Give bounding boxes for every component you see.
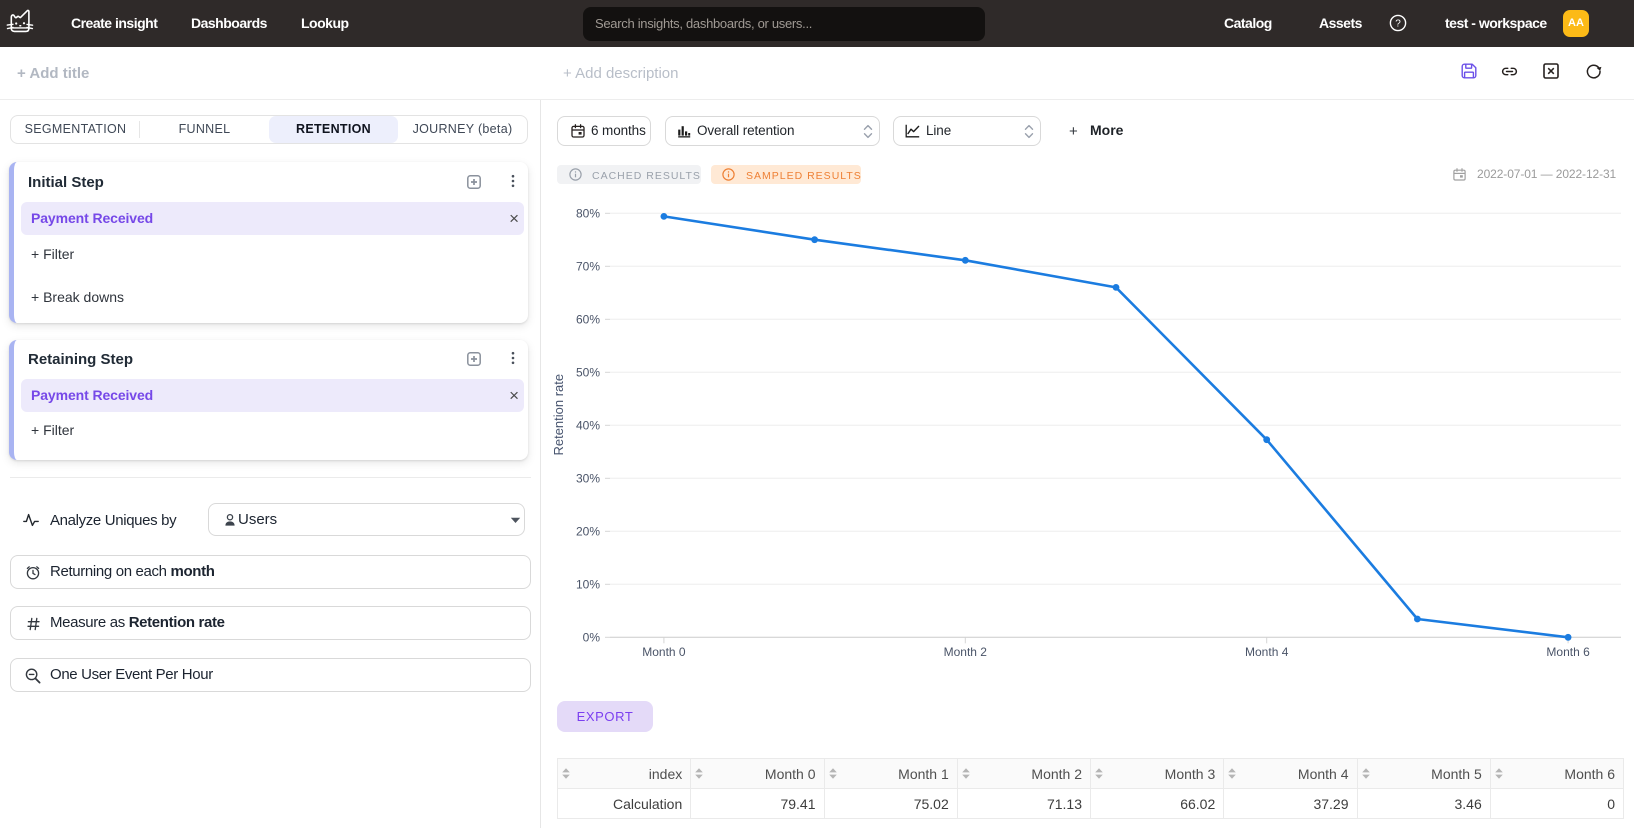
svg-text:30%: 30% <box>576 472 600 486</box>
svg-text:?: ? <box>1395 19 1401 30</box>
svg-text:Retention rate: Retention rate <box>551 374 566 456</box>
svg-text:50%: 50% <box>576 366 600 380</box>
svg-text:Month 0: Month 0 <box>642 645 686 659</box>
svg-text:Month 2: Month 2 <box>944 645 988 659</box>
svg-text:Month 4: Month 4 <box>1245 645 1289 659</box>
svg-text:0%: 0% <box>583 631 601 645</box>
svg-text:Month 6: Month 6 <box>1546 645 1590 659</box>
svg-text:10%: 10% <box>576 578 600 592</box>
svg-text:80%: 80% <box>576 207 600 221</box>
svg-text:40%: 40% <box>576 419 600 433</box>
svg-text:60%: 60% <box>576 313 600 327</box>
svg-text:70%: 70% <box>576 260 600 274</box>
svg-text:20%: 20% <box>576 525 600 539</box>
